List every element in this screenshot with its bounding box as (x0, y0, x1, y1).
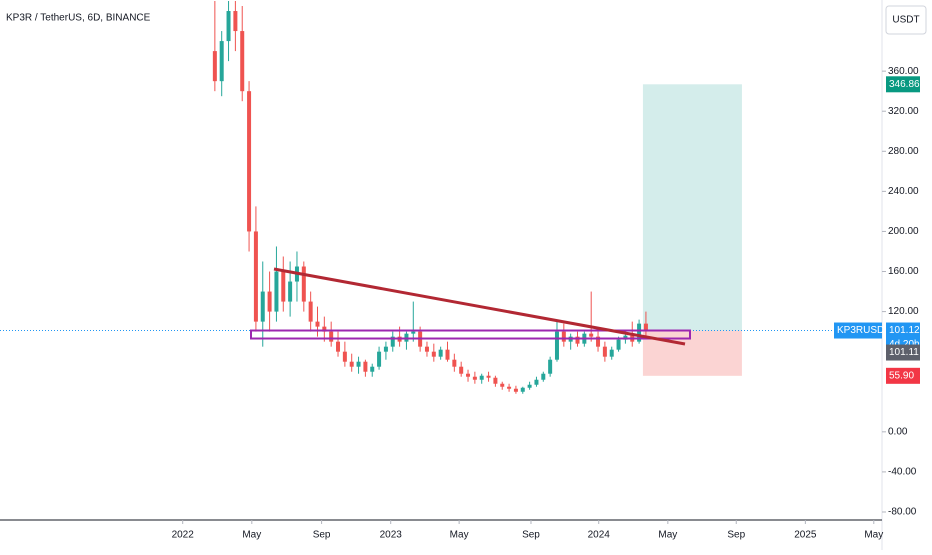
candle-body (247, 91, 252, 232)
candle-body (637, 323, 642, 342)
candle-body (534, 379, 539, 385)
stop-zone (642, 330, 742, 376)
candle-body (356, 361, 361, 367)
support-box (250, 329, 691, 340)
candle-body (233, 11, 238, 32)
symbol-bg (834, 322, 882, 339)
x-tick-label: Sep (313, 530, 331, 541)
candle-body (274, 271, 279, 312)
candle-body (226, 11, 231, 42)
candle-body (527, 384, 532, 388)
candle-body (554, 331, 559, 360)
candle-body (260, 291, 265, 322)
candle-body (349, 361, 354, 367)
candle-body (411, 331, 416, 334)
y-tick-label: 280.00 (888, 146, 919, 157)
candle-body (253, 231, 258, 322)
candle-body (445, 349, 450, 360)
y-tick-label: 200.00 (888, 226, 919, 237)
candle-body (336, 341, 341, 352)
candle-body (363, 361, 368, 372)
x-tick-label: 2023 (380, 530, 403, 541)
candle-body (212, 51, 217, 82)
candle-body (575, 336, 580, 344)
target-label: 346.86 (889, 79, 920, 90)
currency[interactable]: USDT (892, 15, 919, 26)
symbol-label: KP3RUSDT (837, 325, 890, 336)
y-tick-label: 160.00 (888, 266, 919, 277)
target-label-bg (886, 76, 920, 93)
candle-body (390, 336, 395, 347)
candle-body (308, 301, 313, 322)
candle-body (431, 351, 436, 357)
candle-body (377, 351, 382, 367)
candle-body (424, 346, 429, 352)
trend-line (273, 267, 686, 346)
candle-body (616, 339, 621, 350)
candle-body (561, 331, 566, 342)
candle-body (548, 359, 553, 374)
candle-body (383, 346, 388, 352)
candle-body (370, 366, 375, 372)
stop-label: 55.90 (889, 370, 914, 381)
last-price-label: 101.12 (889, 325, 920, 336)
candle-body (240, 31, 245, 92)
x-tick-label: 2025 (794, 530, 817, 541)
candle-body (472, 376, 477, 380)
candle-body (315, 321, 320, 327)
candle-body (507, 386, 512, 389)
candle-body (513, 388, 518, 392)
prev-close-bg (886, 344, 920, 361)
x-tick-label: 2022 (172, 530, 195, 541)
candle-body (288, 281, 293, 302)
y-tick-label: -80.00 (888, 507, 917, 518)
candle-body (301, 266, 306, 302)
x-tick-label: May (864, 530, 883, 541)
candle-body (520, 387, 525, 392)
y-tick-label: 0.00 (888, 426, 908, 437)
candle-body (541, 373, 546, 380)
x-tick-label: Sep (727, 530, 745, 541)
stop-label-bg (886, 367, 920, 384)
candle-body (602, 346, 607, 357)
x-tick-label: 2024 (588, 530, 611, 541)
candle-body (589, 333, 594, 337)
candle-body (500, 383, 505, 387)
y-tick-label: 240.00 (888, 186, 919, 197)
candle-body (329, 331, 334, 342)
candle-body (609, 349, 614, 357)
candle-body (479, 375, 484, 380)
candle-body (452, 359, 457, 367)
candle-body (493, 377, 498, 384)
candle-body (438, 349, 443, 357)
x-tick-label: May (450, 530, 469, 541)
x-tick-label: Sep (522, 530, 540, 541)
y-tick-label: 320.00 (888, 106, 919, 117)
candle-body (267, 291, 272, 312)
x-tick-label: May (242, 530, 261, 541)
candle-body (459, 366, 464, 374)
candle-body (486, 375, 491, 378)
candle-body (596, 336, 601, 347)
x-tick-label: May (658, 530, 677, 541)
candle-body (322, 326, 327, 332)
y-tick-label: -40.00 (888, 467, 917, 478)
currency-box[interactable] (885, 5, 927, 35)
y-tick-label: 120.00 (888, 306, 919, 317)
candle-body (219, 41, 224, 82)
candle-body (643, 323, 648, 331)
candle-body (466, 373, 471, 377)
y-tick-label: 360.00 (888, 66, 919, 77)
target-zone (642, 84, 742, 331)
candle-body (281, 271, 286, 302)
prev-close-label: 101.11 (889, 347, 919, 358)
chart-title: KP3R / TetherUS, 6D, BINANCE (6, 13, 151, 24)
candle-body (342, 351, 347, 362)
